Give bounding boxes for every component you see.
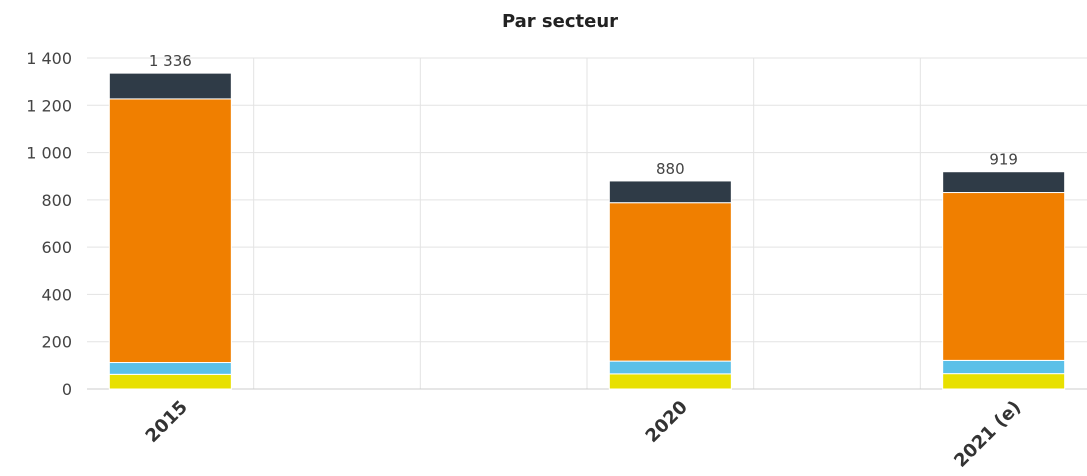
y-tick-label: 1 000 [26, 144, 72, 163]
grid-lines [87, 57, 1087, 390]
bar-segment-2020-2 [608, 202, 732, 362]
y-axis-ticks: 0 200 400 600 800 1 000 1 200 1 400 [26, 49, 72, 399]
y-tick-label: 600 [41, 238, 72, 257]
bar-segment-2021 (e)-2 [942, 192, 1066, 361]
total-labels: 1 336 880 919 [149, 52, 1018, 178]
bar-segment-2020-3 [608, 180, 732, 204]
y-tick-label: 1 200 [26, 96, 72, 115]
x-tick-label: 2020 [642, 397, 692, 447]
total-label-2015: 1 336 [149, 52, 192, 70]
x-axis-ticks: 2015 2020 2021 (e) [142, 397, 1026, 472]
chart-title: Par secteur [502, 11, 618, 32]
x-tick-label: 2021 (e) [950, 397, 1025, 471]
total-label-2021 (e): 919 [989, 151, 1018, 169]
bars [108, 72, 1066, 390]
bar-segment-2015-1 [108, 362, 232, 375]
bar-segment-2015-2 [108, 98, 232, 364]
y-tick-label: 0 [62, 380, 72, 399]
bar-segment-2021 (e)-3 [942, 171, 1066, 194]
y-tick-label: 1 400 [26, 49, 72, 68]
y-tick-label: 200 [41, 333, 72, 352]
y-tick-label: 800 [41, 191, 72, 210]
bar-segment-2021 (e)-1 [942, 359, 1066, 375]
bar-segment-2015-3 [108, 72, 232, 100]
y-tick-label: 400 [41, 285, 72, 304]
bar-segment-2015-0 [108, 373, 232, 390]
x-tick-label: 2015 [142, 397, 192, 447]
bar-segment-2020-1 [608, 360, 732, 375]
bar-segment-2021 (e)-0 [942, 373, 1066, 390]
bar-segment-2020-0 [608, 373, 732, 390]
total-label-2020: 880 [656, 160, 685, 178]
